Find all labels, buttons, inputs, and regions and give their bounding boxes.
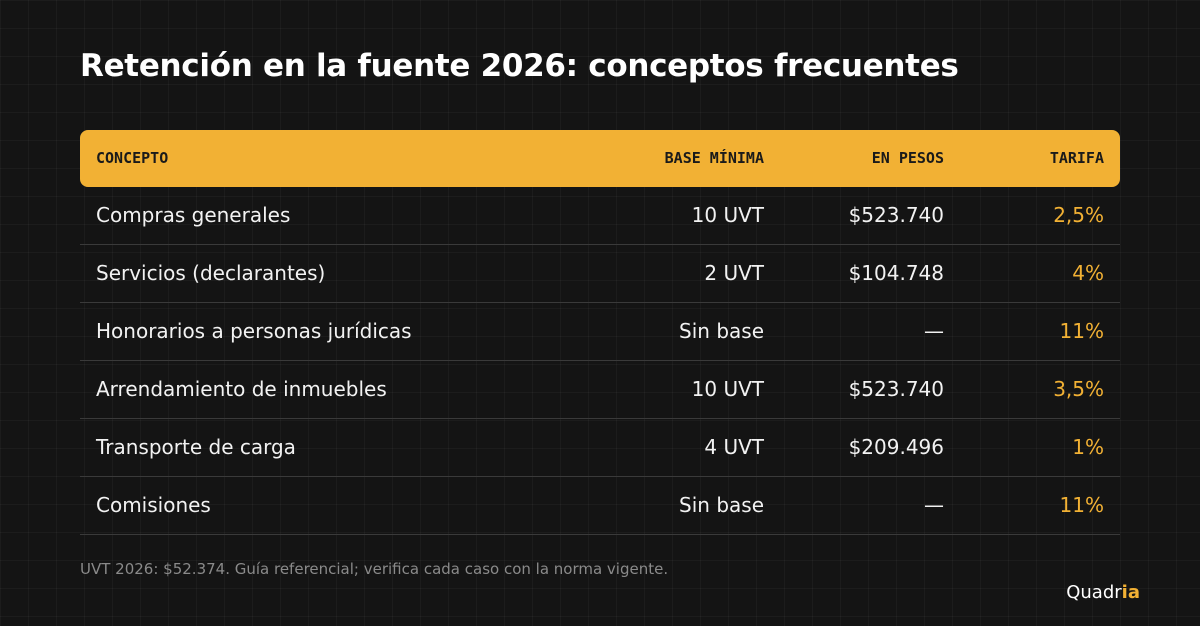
table-cell: $523.740 <box>848 377 944 401</box>
column-header: CONCEPTO <box>96 149 169 167</box>
brand: Quadria <box>1066 582 1140 603</box>
table-cell: Compras generales <box>96 203 291 227</box>
table-cell: Sin base <box>679 319 764 343</box>
brand-prefix: Quadr <box>1066 582 1122 603</box>
table-cell: 11% <box>1059 493 1104 517</box>
table: CONCEPTO BASE MÍNIMA EN PESOS TARIFA Compras… <box>80 130 1120 535</box>
table-cell: — <box>924 319 944 343</box>
column-header: TARIFA <box>1049 149 1104 167</box>
table-cell: 2 UVT <box>704 261 764 285</box>
table-cell: $104.748 <box>848 261 944 285</box>
brand-highlight: ia <box>1121 582 1140 603</box>
table-cell: 1% <box>1072 435 1104 459</box>
table-cell: Arrendamiento de inmuebles <box>96 377 387 401</box>
column-header: EN PESOS <box>871 149 944 167</box>
table-cell: 4% <box>1072 261 1104 285</box>
table-cell: $209.496 <box>848 435 944 459</box>
table-row: Honorarios a personas jurídicas Sin base —… <box>80 303 1120 361</box>
table-cell: Honorarios a personas jurídicas <box>96 319 412 343</box>
table-cell: 2,5% <box>1053 203 1104 227</box>
table-cell: 4 UVT <box>704 435 764 459</box>
table-row: Arrendamiento de inmuebles 10 UVT $523.740… <box>80 361 1120 419</box>
table-cell: $523.740 <box>848 203 944 227</box>
column-header: BASE MÍNIMA <box>664 149 764 167</box>
table-cell: 3,5% <box>1053 377 1104 401</box>
header-row: CONCEPTO BASE MÍNIMA EN PESOS TARIFA <box>80 130 1120 187</box>
table-cell: Transporte de carga <box>96 435 296 459</box>
table-cell: 10 UVT <box>691 377 764 401</box>
table-cell: 10 UVT <box>691 203 764 227</box>
table-cell: Sin base <box>679 493 764 517</box>
footnote: UVT 2026: $52.374. Guía referencial; ver… <box>80 560 669 578</box>
table-row: Servicios (declarantes) 2 UVT $104.748 4% <box>80 245 1120 303</box>
table-row: Comisiones Sin base — 11% <box>80 477 1120 535</box>
table-cell: 11% <box>1059 319 1104 343</box>
table-cell: Comisiones <box>96 493 211 517</box>
title: Retención en la fuente 2026: conceptos f… <box>80 48 959 84</box>
table-row: Compras generales 10 UVT $523.740 2,5% <box>80 187 1120 245</box>
table-cell: Servicios (declarantes) <box>96 261 326 285</box>
table-row: Transporte de carga 4 UVT $209.496 1% <box>80 419 1120 477</box>
table-cell: — <box>924 493 944 517</box>
